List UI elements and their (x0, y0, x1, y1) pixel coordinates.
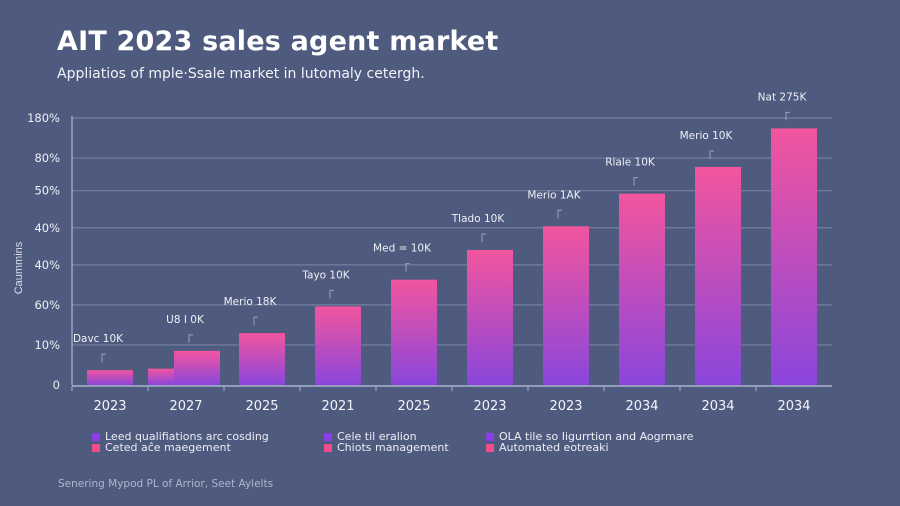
legend-group-2: Cele til eralion Chiots management (324, 431, 449, 453)
x-tick-label: 2027 (169, 399, 202, 414)
data-label: Med = 10K (373, 243, 432, 255)
legend-swatch (486, 432, 494, 441)
bar (239, 333, 285, 385)
y-tick-label: 10% (34, 338, 60, 352)
x-tick-label: 2023 (549, 399, 582, 414)
data-label: Merio 1AK (527, 189, 581, 201)
label-leader-line (633, 177, 638, 186)
footer-note: Senering Mypod PL of Arrior, Seet Aylelt… (58, 478, 274, 490)
chart-subtitle: Appliatios of mple·Ssale market in lutom… (57, 66, 425, 82)
y-tick-label: 40% (34, 258, 60, 272)
label-leader-line (405, 263, 410, 272)
y-tick-label: 40% (34, 221, 60, 235)
data-label: Rlale 10K (605, 157, 656, 169)
x-tick-label: 2025 (397, 399, 430, 414)
bar (695, 166, 741, 385)
bar (174, 350, 220, 385)
label-leader-line (709, 150, 714, 159)
label-leader-line (329, 289, 334, 299)
bar (391, 279, 437, 385)
y-tick-label: 80% (34, 151, 60, 165)
bar (87, 370, 133, 385)
legend-swatch (324, 432, 332, 441)
label-leader-line (557, 209, 562, 219)
bar (619, 193, 665, 385)
legend-swatch (92, 432, 100, 441)
data-label: Nat 275K (758, 91, 808, 103)
x-tick-label: 2025 (245, 399, 278, 414)
label-leader-line (188, 334, 193, 343)
legend-item: OLA tile so Iigurrtion and Aogrmare (486, 431, 693, 442)
legend-label: Leed qualifiations arc cosding (105, 430, 269, 443)
bar (543, 226, 589, 385)
x-tick-label: 2021 (321, 399, 354, 414)
y-tick-label: 50% (34, 184, 60, 198)
data-label: Merio 10K (680, 130, 734, 142)
data-label: Tlado 10K (451, 213, 506, 225)
legend-item: Chiots management (324, 442, 449, 453)
y-tick-label: 0 (53, 378, 60, 392)
data-label: Merio 18K (224, 296, 278, 308)
legend-label: Ceted aĉe maegement (105, 441, 231, 454)
bar (315, 306, 361, 385)
bars (87, 128, 817, 385)
legend-label: OLA tile so Iigurrtion and Aogrmare (499, 430, 694, 443)
legend-item: Automated eotreaki (486, 442, 693, 453)
legend-swatch (92, 443, 100, 452)
y-tick-label: 60% (34, 298, 60, 312)
chart-title: AIT 2023 sales agent market (57, 26, 499, 57)
legend-label: Chiots management (337, 441, 449, 454)
data-label: Davc 10K (73, 333, 124, 345)
legend-swatch (486, 443, 494, 452)
legend-label: Automated eotreaki (499, 441, 609, 454)
y-tick-label: 180% (27, 111, 60, 125)
label-leader-line (101, 353, 106, 363)
x-tick-label: 2034 (701, 399, 734, 414)
legend-label: Cele til eralion (337, 430, 417, 443)
bar (467, 250, 513, 385)
data-label: Tayo 10K (301, 269, 350, 281)
x-tick-label: 2034 (777, 399, 810, 414)
bar (771, 128, 817, 385)
data-labels: Davc 10K U8 I 0K Merio 18K Tayo 10K Med = 10… (73, 91, 808, 363)
x-tick-label: 2023 (473, 399, 506, 414)
legend-item: Ceted aĉe maegement (92, 442, 269, 453)
label-leader-line (253, 316, 258, 326)
data-label: U8 I 0K (166, 314, 205, 326)
axes: 180% 80% 50% 40% 40% 60% 10% 0 2023 2027 2025 2021 2… (27, 111, 832, 414)
legend-group-3: OLA tile so Iigurrtion and Aogrmare Auto… (486, 431, 693, 453)
label-leader-line (785, 111, 790, 121)
legend-item: Leed qualifiations arc cosding (92, 431, 269, 442)
x-tick-label: 2034 (625, 399, 658, 414)
label-leader-line (481, 233, 486, 243)
bar-secondary (148, 368, 174, 385)
legend-item: Cele til eralion (324, 431, 449, 442)
x-tick-label: 2023 (93, 399, 126, 414)
legend-swatch (324, 443, 332, 452)
legend-group-1: Leed qualifiations arc cosding Ceted aĉe… (92, 431, 269, 453)
